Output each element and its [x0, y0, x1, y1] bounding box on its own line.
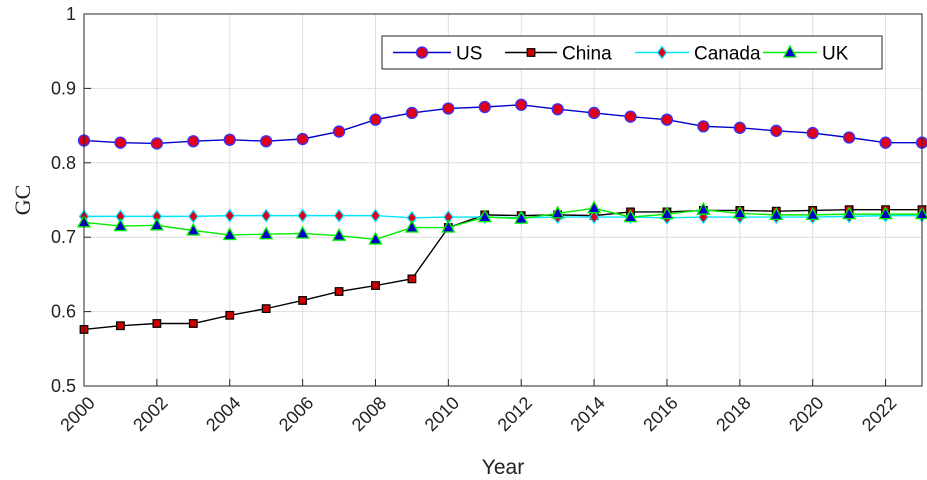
x-tick-label: 2014: [566, 393, 608, 435]
y-tick-label: 0.5: [51, 376, 76, 396]
data-point-us: [660, 113, 674, 126]
data-point-china: [371, 281, 380, 290]
x-axis-label: Year: [482, 456, 524, 479]
data-point-us: [733, 121, 746, 134]
data-point-uk: [769, 207, 784, 221]
data-point-uk: [149, 217, 164, 231]
data-point-uk: [331, 227, 347, 241]
series-uk: [76, 200, 927, 245]
data-point-uk: [404, 219, 420, 233]
x-tick-label: 2012: [494, 393, 536, 435]
x-axis-ticks: 2000 2002 2004 2006 2008 2010 2012 2014 2016 2018…: [56, 379, 900, 435]
legend-label-canada: Canada: [694, 44, 761, 65]
data-point-uk: [222, 227, 237, 241]
data-point-uk: [623, 209, 638, 223]
data-point-uk: [441, 219, 456, 233]
data-point-canada: [297, 208, 308, 223]
legend-marker-canada: [656, 45, 668, 60]
x-tick-label: 2020: [785, 393, 827, 435]
y-tick-label: 0.9: [51, 78, 76, 98]
data-point-us: [697, 120, 710, 133]
data-point-us: [879, 136, 892, 149]
data-point-china: [225, 310, 235, 320]
x-tick-label: 2006: [275, 393, 317, 435]
data-point-us: [842, 131, 856, 144]
data-point-china: [407, 274, 417, 284]
data-point-uk: [259, 226, 274, 240]
data-point-uk: [732, 205, 747, 219]
data-point-us: [587, 106, 601, 120]
data-point-us: [332, 125, 346, 138]
legend-marker-china: [526, 48, 536, 57]
legend-marker-us: [415, 46, 429, 59]
x-tick-label: 2000: [56, 393, 98, 435]
data-point-us: [187, 135, 200, 148]
y-axis-label: GC: [10, 185, 35, 216]
plot-area: [84, 14, 922, 386]
data-point-china: [334, 287, 344, 296]
data-point-canada: [188, 209, 199, 224]
data-point-us: [624, 110, 637, 123]
data-point-canada: [260, 208, 272, 223]
data-point-us: [223, 133, 236, 146]
data-point-us: [296, 132, 309, 146]
data-point-china: [261, 304, 271, 314]
y-axis-ticks: 0.5 0.6 0.7 0.8 0.9 1: [51, 4, 91, 396]
data-point-uk: [477, 209, 492, 223]
legend: US China Canada UK: [381, 35, 883, 70]
x-tick-label: 2016: [639, 393, 681, 435]
legend-marker-uk: [782, 44, 798, 58]
data-point-us: [150, 137, 164, 150]
data-point-uk: [805, 207, 820, 221]
y-tick-label: 0.7: [51, 227, 76, 247]
y-tick-label: 0.6: [51, 302, 76, 322]
data-point-us: [551, 103, 564, 116]
data-point-canada: [370, 208, 381, 223]
data-point-uk: [586, 200, 602, 214]
y-tick-label: 1: [66, 4, 76, 24]
x-tick-label: 2002: [129, 393, 171, 435]
data-point-canada: [333, 208, 345, 223]
legend-label-uk: UK: [822, 44, 849, 65]
data-point-us: [770, 124, 783, 137]
data-point-us: [369, 113, 382, 126]
data-point-us: [260, 135, 273, 148]
data-point-uk: [878, 206, 893, 220]
data-point-canada: [588, 210, 600, 225]
x-tick-label: 2004: [202, 393, 244, 435]
data-point-us: [515, 98, 528, 111]
data-point-china: [188, 319, 198, 328]
y-tick-label: 0.8: [51, 153, 76, 173]
series-us: [77, 98, 927, 150]
data-point-uk: [696, 201, 711, 215]
data-point-uk: [368, 231, 383, 245]
data-point-china: [298, 296, 308, 305]
plot-frame: [83, 13, 923, 387]
data-point-uk: [186, 222, 201, 236]
data-point-us: [114, 136, 127, 149]
series-layer: [76, 98, 927, 334]
series-line-uk: [83, 207, 922, 241]
data-point-china: [152, 319, 162, 328]
data-point-us: [442, 102, 455, 115]
data-point-uk: [550, 205, 565, 219]
data-point-uk: [842, 206, 857, 220]
data-point-us: [405, 106, 419, 120]
x-tick-label: 2018: [712, 393, 754, 435]
data-point-china: [116, 321, 125, 331]
data-point-uk: [514, 210, 529, 224]
legend-label-us: US: [456, 44, 482, 65]
data-point-us: [478, 100, 491, 114]
x-tick-label: 2008: [348, 393, 390, 435]
data-point-uk: [295, 225, 310, 239]
data-point-uk: [113, 218, 128, 232]
data-point-uk: [659, 206, 675, 220]
data-point-canada: [224, 208, 235, 223]
x-tick-label: 2022: [858, 393, 900, 435]
series-line-china: [83, 208, 922, 331]
x-tick-label: 2010: [421, 393, 463, 435]
data-point-us: [806, 126, 819, 140]
legend-label-china: China: [562, 44, 612, 65]
